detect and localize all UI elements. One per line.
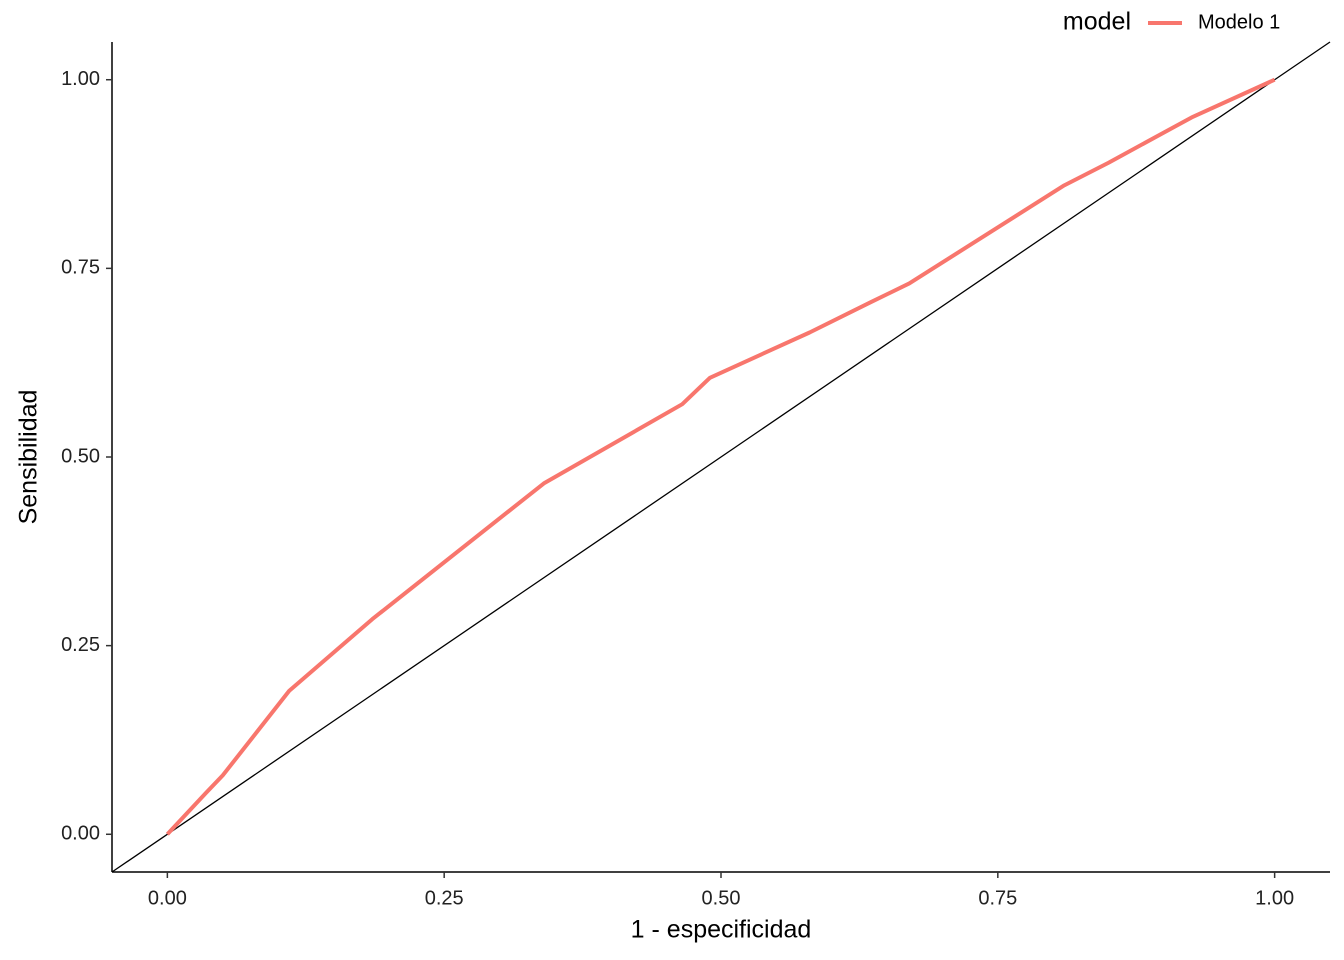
x-tick-label: 1.00 <box>1255 887 1294 909</box>
y-tick-label: 0.75 <box>61 257 100 279</box>
y-tick-label: 0.00 <box>61 823 100 845</box>
y-tick-label: 0.50 <box>61 445 100 467</box>
reference-diagonal <box>111 41 1331 873</box>
x-tick-label: 0.75 <box>978 887 1017 909</box>
roc-line <box>165 77 1276 836</box>
x-axis-title: 1 - especificidad <box>631 916 812 944</box>
y-axis-title: Sensibilidad <box>15 390 43 525</box>
legend-title: model <box>1063 8 1131 36</box>
y-tick-label: 1.00 <box>61 68 100 90</box>
x-tick-label: 0.00 <box>148 887 187 909</box>
legend-label: Modelo 1 <box>1198 11 1280 33</box>
x-tick-label: 0.50 <box>702 887 741 909</box>
x-tick-label: 0.25 <box>425 887 464 909</box>
y-tick-label: 0.25 <box>61 634 100 656</box>
